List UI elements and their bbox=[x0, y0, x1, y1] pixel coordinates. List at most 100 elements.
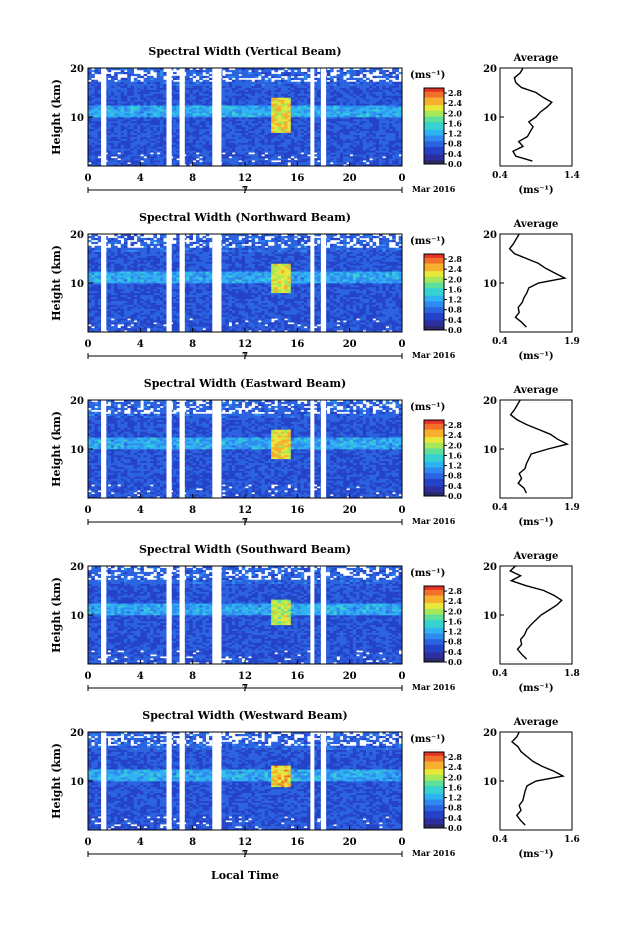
heatmap-cell bbox=[339, 134, 344, 137]
heatmap-cell bbox=[173, 164, 177, 167]
heatmap-cell bbox=[205, 111, 210, 114]
heatmap-cell bbox=[307, 146, 311, 149]
heatmap-cell bbox=[352, 105, 357, 108]
heatmap-cell bbox=[316, 124, 321, 128]
heatmap-cell bbox=[395, 158, 400, 161]
heatmap-cell bbox=[287, 160, 292, 163]
heatmap-cell bbox=[110, 118, 115, 122]
heatmap-cell bbox=[245, 117, 249, 120]
heatmap-cell bbox=[300, 126, 305, 130]
heatmap-cell bbox=[294, 154, 298, 157]
heatmap-cell bbox=[366, 83, 370, 86]
heatmap-cell bbox=[189, 99, 193, 102]
heatmap-cell bbox=[362, 162, 367, 165]
heatmap-cell bbox=[173, 71, 177, 75]
heatmap-cell bbox=[199, 95, 203, 98]
heatmap-cell bbox=[398, 93, 403, 96]
heatmap-cell bbox=[359, 85, 364, 88]
heatmap-cell bbox=[277, 328, 282, 331]
heatmap-cell bbox=[222, 140, 226, 143]
heatmap-cell bbox=[123, 109, 128, 112]
heatmap-cell bbox=[107, 328, 112, 331]
heatmap-cell bbox=[280, 117, 285, 120]
heatmap-cell bbox=[159, 81, 164, 84]
heatmap-cell bbox=[254, 111, 259, 114]
heatmap-cell bbox=[137, 164, 141, 167]
heatmap-cell bbox=[284, 128, 288, 132]
heatmap-cell bbox=[88, 154, 92, 157]
heatmap-cell bbox=[388, 113, 393, 116]
heatmap-cell bbox=[159, 68, 164, 71]
heatmap-cell bbox=[297, 164, 301, 167]
heatmap-cell bbox=[359, 97, 364, 100]
heatmap-cell bbox=[91, 118, 95, 122]
heatmap-cell bbox=[274, 164, 279, 167]
heatmap-cell bbox=[316, 158, 321, 161]
heatmap-cell bbox=[186, 79, 190, 83]
heatmap-cell bbox=[130, 126, 135, 130]
heatmap-cell bbox=[294, 99, 298, 102]
heatmap-cell bbox=[117, 68, 122, 71]
heatmap-cell bbox=[274, 162, 279, 165]
heatmap-cell bbox=[156, 97, 161, 100]
heatmap-cell bbox=[333, 122, 337, 126]
heatmap-cell bbox=[254, 138, 259, 141]
heatmap-cell bbox=[156, 91, 161, 94]
heatmap-cell bbox=[382, 87, 386, 90]
heatmap-cell bbox=[316, 134, 321, 137]
heatmap-cell bbox=[297, 118, 301, 122]
heatmap-cell bbox=[300, 99, 305, 102]
heatmap-cell bbox=[245, 89, 249, 92]
heatmap-cell bbox=[107, 97, 112, 100]
heatmap-cell bbox=[245, 152, 249, 155]
heatmap-cell bbox=[209, 146, 213, 149]
heatmap-cell bbox=[173, 97, 177, 100]
heatmap-cell bbox=[114, 105, 118, 108]
heatmap-cell bbox=[349, 148, 354, 151]
heatmap-cell bbox=[316, 113, 321, 116]
heatmap-cell bbox=[222, 142, 226, 145]
heatmap-cell bbox=[120, 103, 125, 106]
heatmap-cell bbox=[173, 152, 177, 155]
heatmap-cell bbox=[333, 138, 337, 141]
heatmap-cell bbox=[349, 69, 354, 73]
heatmap-cell bbox=[140, 136, 144, 139]
heatmap-cell bbox=[130, 158, 135, 161]
heatmap-cell bbox=[346, 324, 350, 327]
heatmap-cell bbox=[356, 77, 360, 81]
heatmap-cell bbox=[379, 156, 383, 159]
heatmap-cell bbox=[248, 99, 252, 102]
heatmap-cell bbox=[267, 68, 272, 71]
heatmap-cell bbox=[362, 87, 367, 90]
heatmap-cell bbox=[385, 113, 390, 116]
heatmap-cell bbox=[195, 87, 200, 90]
heatmap-cell bbox=[395, 150, 400, 153]
heatmap-cell bbox=[307, 87, 311, 90]
heatmap-cell bbox=[356, 326, 360, 329]
heatmap-cell bbox=[117, 124, 122, 128]
heatmap-cell bbox=[330, 87, 334, 90]
heatmap-cell bbox=[352, 138, 357, 141]
heatmap-cell bbox=[277, 91, 282, 94]
heatmap-cell bbox=[379, 81, 383, 84]
heatmap-cell bbox=[297, 115, 301, 118]
heatmap-cell bbox=[366, 113, 370, 116]
heatmap-cell bbox=[186, 136, 190, 139]
heatmap-cell bbox=[379, 87, 383, 90]
heatmap-cell bbox=[189, 113, 193, 116]
heatmap-cell bbox=[143, 107, 148, 110]
heatmap-cell bbox=[294, 136, 298, 139]
heatmap-cell bbox=[267, 124, 272, 128]
heatmap-cell bbox=[153, 109, 157, 112]
heatmap-cell bbox=[235, 134, 239, 137]
heatmap-cell bbox=[333, 156, 337, 159]
heatmap-cell bbox=[245, 142, 249, 145]
heatmap-cell bbox=[339, 160, 344, 163]
heatmap-cell bbox=[349, 144, 354, 147]
heatmap-cell bbox=[176, 324, 180, 327]
heatmap-cell bbox=[238, 85, 243, 88]
heatmap-cell bbox=[258, 324, 262, 327]
colorbar-segment bbox=[424, 91, 444, 95]
heatmap-cell bbox=[271, 164, 275, 167]
heatmap-cell bbox=[369, 109, 373, 112]
